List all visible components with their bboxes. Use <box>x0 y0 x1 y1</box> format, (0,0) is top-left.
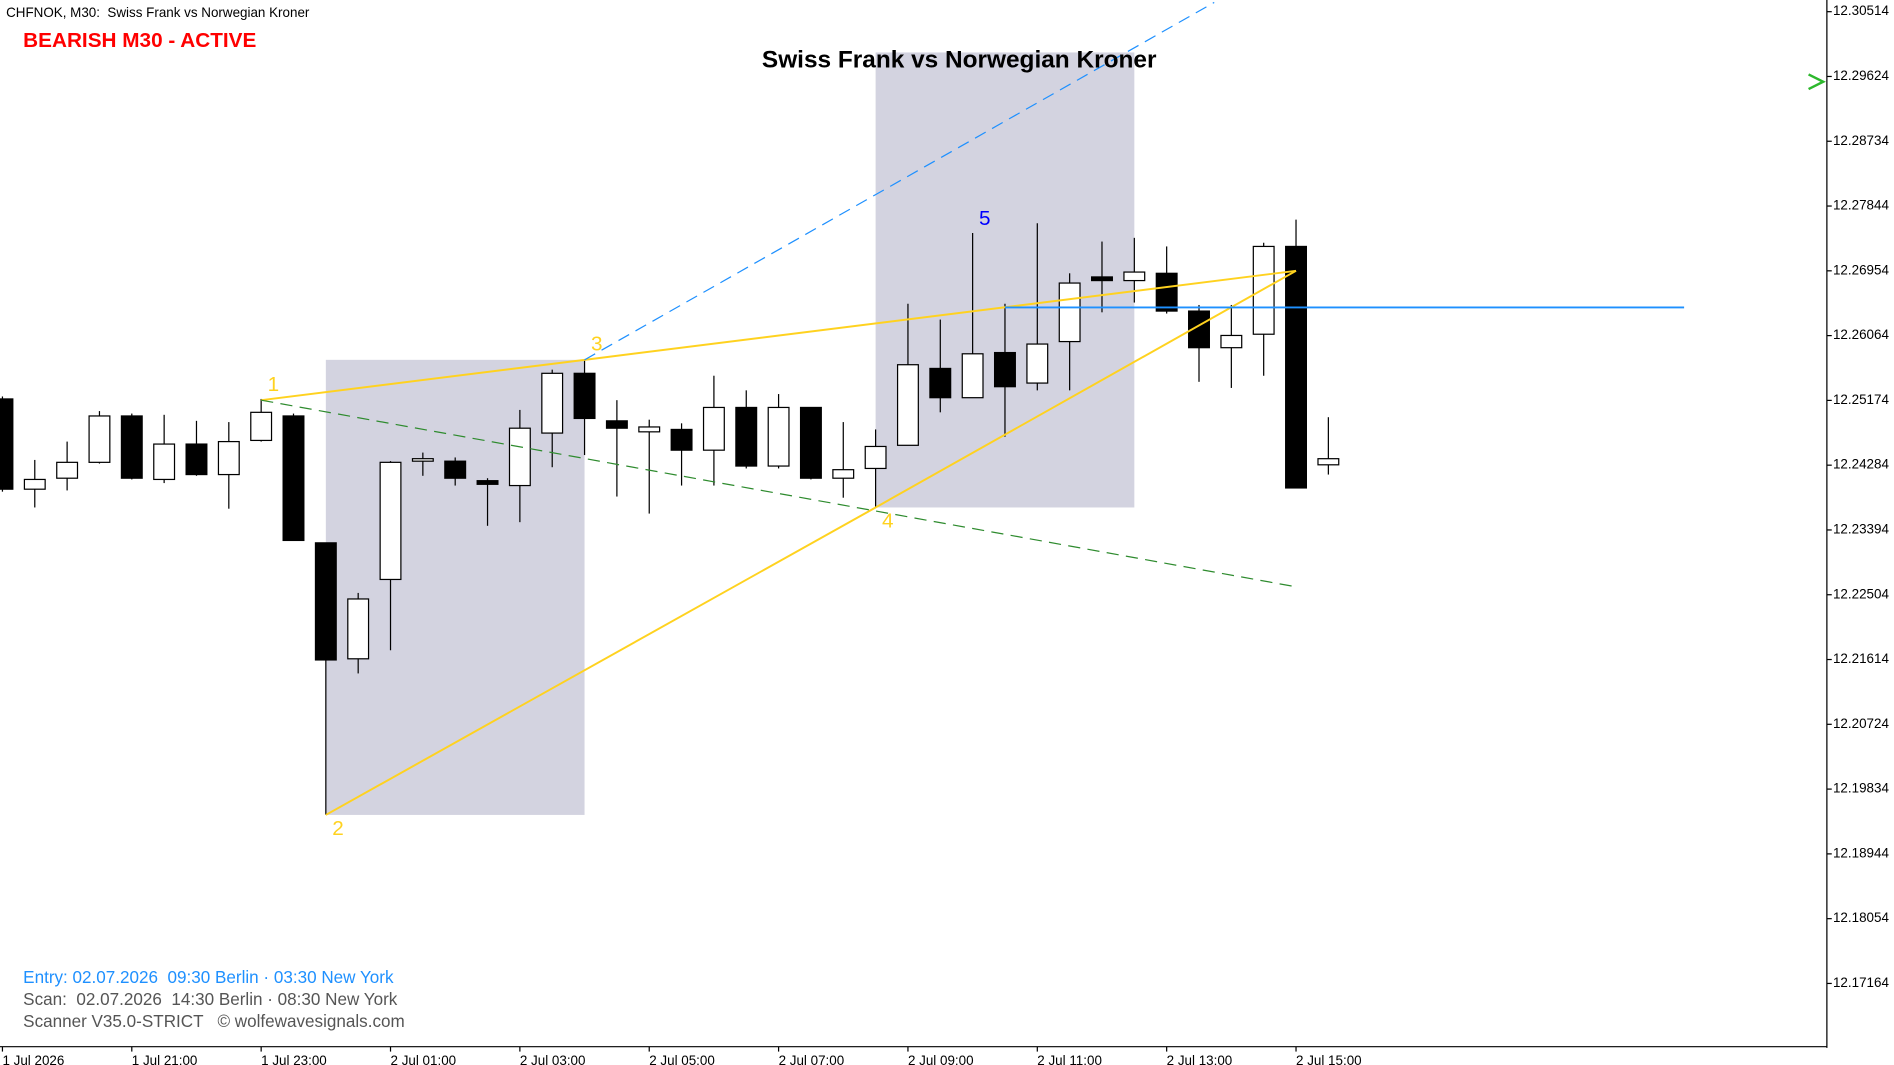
x-tick-label: 2 Jul 09:00 <box>908 1053 974 1065</box>
wave-point-label: 5 <box>979 207 991 230</box>
entry-text: Entry: 02.07.2026 09:30 Berlin · 03:30 N… <box>23 968 394 987</box>
candle-body <box>153 443 176 481</box>
candle-body <box>0 398 14 490</box>
y-tick-label: 12.30514 <box>1833 3 1889 18</box>
candle-body <box>799 406 822 479</box>
y-tick-label: 12.29624 <box>1833 68 1889 83</box>
y-tick-label: 12.17164 <box>1833 975 1889 990</box>
chart-title: Swiss Frank vs Norwegian Kroner <box>762 46 1157 73</box>
candle-body <box>88 415 111 463</box>
y-tick-label: 12.21614 <box>1833 651 1889 666</box>
candle-body <box>1317 458 1340 466</box>
wave-point-label: 4 <box>882 510 894 533</box>
candle-body <box>1058 282 1081 343</box>
candle-body <box>347 598 370 660</box>
candle-body <box>605 420 628 429</box>
pattern-line <box>584 1 1215 361</box>
candle-body <box>282 415 305 542</box>
wave-point-label: 2 <box>332 817 344 840</box>
candle-body <box>896 364 919 446</box>
wave-point-label: 3 <box>591 333 603 356</box>
x-tick-label: 2 Jul 07:00 <box>779 1053 845 1065</box>
x-tick-label: 1 Jul 2026 <box>2 1053 64 1065</box>
signal-arrow <box>1808 73 1826 91</box>
y-tick-label: 12.22504 <box>1833 586 1889 601</box>
y-tick-label: 12.19834 <box>1833 781 1889 796</box>
candle-body <box>1155 272 1178 312</box>
symbol-label: CHFNOK, M30: Swiss Frank vs Norwegian Kr… <box>6 5 310 20</box>
x-tick-label: 1 Jul 23:00 <box>261 1053 327 1065</box>
plot <box>0 219 1340 815</box>
candle-body <box>411 458 434 462</box>
candle-body <box>185 443 208 476</box>
candle-body <box>1026 343 1049 384</box>
x-tick-label: 2 Jul 11:00 <box>1037 1053 1102 1065</box>
candle-body <box>1091 276 1113 282</box>
candle-body <box>864 445 887 470</box>
candle-body <box>508 427 531 487</box>
candle-body <box>1285 245 1308 489</box>
axes: 12.30514 12.29624 12.28734 12.27844 12.26954… <box>1 3 1889 1065</box>
pattern-line <box>325 269 1297 816</box>
candle-body <box>1188 310 1210 349</box>
x-tick-label: 2 Jul 05:00 <box>649 1053 715 1065</box>
y-tick-label: 12.20724 <box>1833 716 1889 731</box>
candle-body <box>56 461 79 479</box>
y-tick-label: 12.28734 <box>1833 133 1889 148</box>
candle-body <box>379 461 402 581</box>
candle-body <box>476 480 499 485</box>
candle-body <box>993 351 1016 388</box>
x-tick-label: 2 Jul 13:00 <box>1167 1053 1233 1065</box>
candle-body <box>638 426 661 433</box>
y-tick-label: 12.23394 <box>1833 522 1889 537</box>
candle-body <box>120 415 143 479</box>
y-tick-label: 12.26954 <box>1833 262 1889 277</box>
x-tick-label: 2 Jul 15:00 <box>1296 1053 1362 1065</box>
candle-body <box>444 460 467 479</box>
y-tick-label: 12.25174 <box>1833 392 1889 407</box>
candle-body <box>735 406 758 467</box>
scanner-text: Scanner V35.0-STRICT © wolfewavesignals.… <box>23 1012 405 1031</box>
candle-body <box>23 478 46 490</box>
overlay: 1 2 3 4 5 <box>261 1 1685 840</box>
candle-body <box>670 428 693 451</box>
scan-text: Scan: 02.07.2026 14:30 Berlin · 08:30 Ne… <box>23 990 398 1009</box>
x-tick-label: 1 Jul 21:00 <box>132 1053 198 1065</box>
candle-body <box>314 542 337 661</box>
candle-body <box>929 367 952 399</box>
candle-body <box>767 406 790 467</box>
x-tick-label: 2 Jul 01:00 <box>391 1053 457 1065</box>
candle-body <box>1123 271 1146 282</box>
y-tick-label: 12.18944 <box>1833 845 1889 860</box>
wave-point-label: 1 <box>268 373 280 396</box>
candle-body <box>961 353 984 399</box>
candle-body <box>541 372 564 434</box>
y-tick-label: 12.27844 <box>1833 198 1889 213</box>
candle-body <box>702 406 725 451</box>
candle-body <box>250 411 273 442</box>
candle-body <box>1252 245 1275 335</box>
candle-body <box>217 440 240 476</box>
candle-body <box>573 372 596 420</box>
status-label: BEARISH M30 - ACTIVE <box>23 29 256 52</box>
candle-body <box>1220 334 1243 349</box>
y-tick-label: 12.26064 <box>1833 327 1889 342</box>
y-tick-label: 12.18054 <box>1833 910 1889 925</box>
y-tick-label: 12.24284 <box>1833 457 1889 472</box>
candle-body <box>832 469 855 479</box>
x-tick-label: 2 Jul 03:00 <box>520 1053 586 1065</box>
